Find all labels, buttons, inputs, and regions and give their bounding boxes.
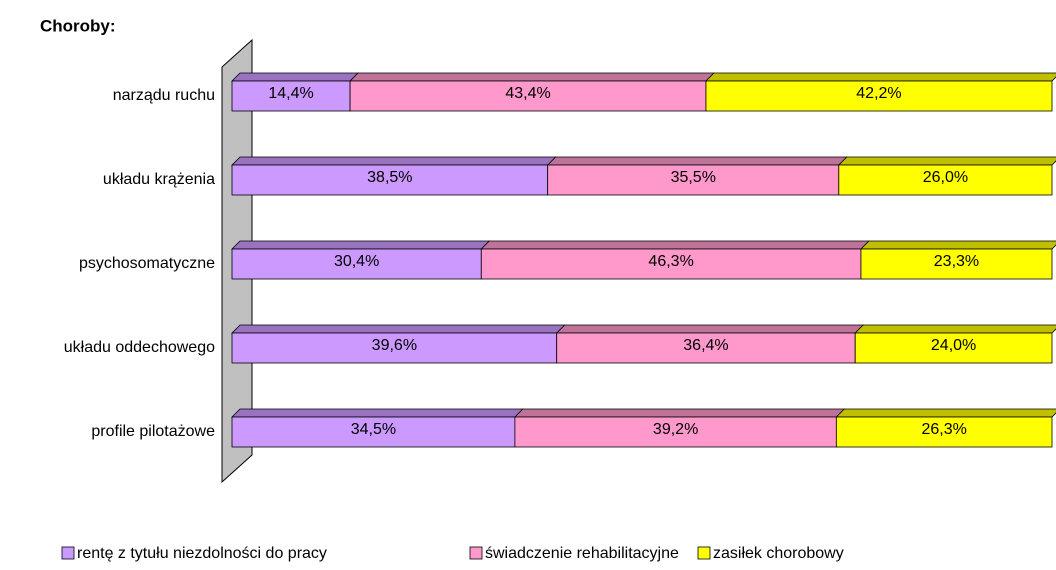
bar-top [349,72,715,82]
legend-swatch [61,546,75,560]
bar-top [859,240,1056,250]
bar-top [231,240,491,250]
bar-segment [854,332,1053,364]
value-label: 30,4% [334,253,379,270]
value-label: 38,5% [367,169,412,186]
bar-segment [349,80,707,112]
y-tick-label: układu oddechowego [64,339,215,356]
legend-label: rentę z tytułu niezdolności do pracy [77,545,327,562]
y-tick-label: układu krążenia [103,171,215,188]
bar-top [555,324,865,334]
legend-label: świadczenie rehabilitacyjne [485,545,679,562]
value-label: 39,2% [653,421,698,438]
bar-top [546,156,848,166]
bar-top [704,72,1056,82]
chart-title: Choroby: [40,16,116,35]
bar-segment [838,164,1053,196]
bar-top [854,324,1056,334]
bar-segment [514,416,837,448]
bar-segment [547,164,840,196]
legend-swatch [469,546,483,560]
bar-segment [835,416,1053,448]
bar-segment [231,332,558,364]
value-label: 24,0% [931,337,976,354]
bar-top [837,156,1056,166]
bar-top [835,408,1056,418]
bar-segment [231,80,351,112]
value-label: 46,3% [648,253,693,270]
bar-segment [705,80,1053,112]
value-label: 26,0% [923,169,968,186]
bar-top [231,408,524,418]
bar-top [231,324,566,334]
value-label: 26,3% [921,421,966,438]
bar-top [513,408,846,418]
value-label: 34,5% [351,421,396,438]
y-tick-label: psychosomatyczne [79,255,215,272]
bar-segment [231,248,482,280]
value-label: 39,6% [372,337,417,354]
value-label: 36,4% [683,337,728,354]
bar-top [231,72,360,82]
y-tick-label: profile pilotażowe [91,423,215,440]
legend-swatch [697,546,711,560]
value-label: 14,4% [268,85,313,102]
value-label: 42,2% [856,85,901,102]
bar-top [231,156,557,166]
value-label: 43,4% [505,85,550,102]
legend-label: zasiłek chorobowy [713,545,844,562]
bar-segment [231,164,549,196]
bar-segment [860,248,1053,280]
bar-segment [231,416,516,448]
value-label: 35,5% [671,169,716,186]
bar-top [480,240,870,250]
y-tick-label: narządu ruchu [113,87,215,104]
value-label: 23,3% [934,253,979,270]
